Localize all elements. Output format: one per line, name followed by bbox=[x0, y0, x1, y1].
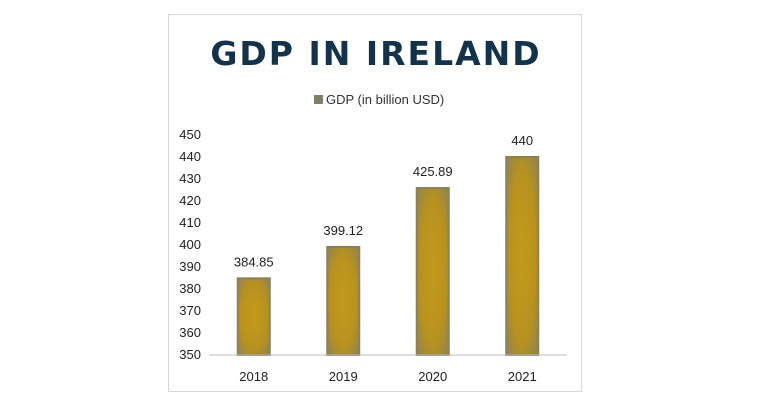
data-label-2021: 440 bbox=[511, 133, 533, 148]
y-axis: 350 360 370 380 390 400 410 420 430 440 450 bbox=[179, 127, 201, 362]
data-label-2018: 384.85 bbox=[234, 254, 274, 269]
y-tick-label-5: 400 bbox=[179, 237, 201, 252]
bars bbox=[236, 156, 540, 357]
legend-swatch bbox=[314, 95, 323, 104]
x-tick-label-2020: 2020 bbox=[418, 369, 447, 384]
y-tick-label-1: 360 bbox=[179, 325, 201, 340]
x-tick-label-2019: 2019 bbox=[329, 369, 358, 384]
chart-title: GDP IN IRELAND bbox=[210, 34, 541, 73]
data-label-2020: 425.89 bbox=[413, 164, 453, 179]
y-tick-label-7: 420 bbox=[179, 193, 201, 208]
bar-2020 bbox=[415, 187, 450, 356]
y-tick-label-4: 390 bbox=[179, 259, 201, 274]
y-tick-label-9: 440 bbox=[179, 149, 201, 164]
data-labels: 384.85 399.12 425.89 440 bbox=[234, 133, 533, 269]
y-tick-label-2: 370 bbox=[179, 303, 201, 318]
legend-label: GDP (in billion USD) bbox=[326, 92, 444, 107]
bar-2018 bbox=[236, 277, 271, 356]
y-tick-label-8: 430 bbox=[179, 171, 201, 186]
chart-container: GDP IN IRELAND GDP (in billion USD) 350 3… bbox=[168, 14, 582, 392]
bar-chart: GDP IN IRELAND GDP (in billion USD) 3503… bbox=[179, 34, 567, 384]
x-tick-label-2021: 2021 bbox=[508, 369, 537, 384]
x-tick-label-2018: 2018 bbox=[239, 369, 268, 384]
y-tick-label-6: 410 bbox=[179, 215, 201, 230]
y-tick-label-0: 350 bbox=[179, 347, 201, 362]
bar-2019 bbox=[326, 245, 361, 357]
data-label-2019: 399.12 bbox=[323, 223, 363, 238]
y-tick-label-3: 380 bbox=[179, 281, 201, 296]
x-axis: 2018 2019 2020 2021 bbox=[209, 354, 567, 384]
y-tick-label-10: 450 bbox=[179, 127, 201, 142]
bar-2021 bbox=[505, 156, 540, 356]
legend: GDP (in billion USD) bbox=[314, 92, 444, 107]
